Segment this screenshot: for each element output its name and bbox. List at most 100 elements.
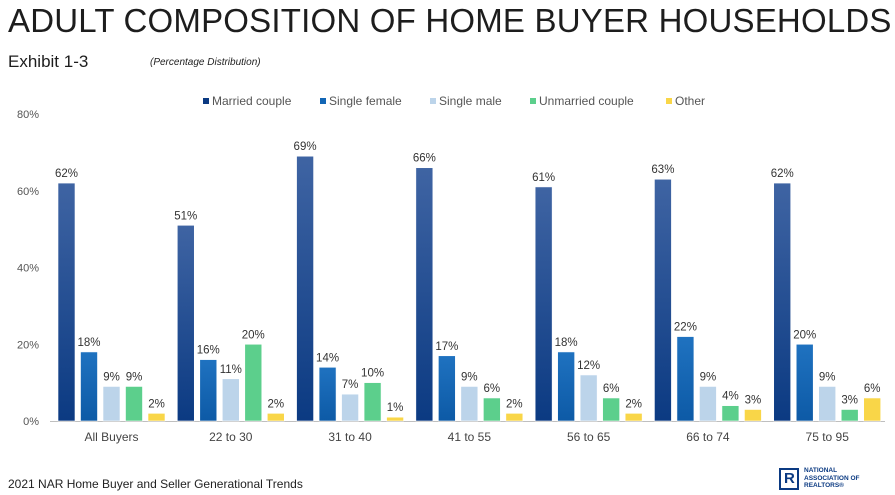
bar-unmarried-couple-22-to-30 [244,343,263,422]
x-tick-label: 66 to 74 [686,430,730,444]
bar-unmarried-couple-all-buyers [125,386,143,422]
data-label: 62% [55,168,78,180]
data-label: 4% [722,391,739,403]
data-label: 6% [603,383,620,395]
y-tick-label: 20% [17,339,39,351]
data-label: 9% [126,371,143,383]
bar-other-75-to-95 [863,397,882,422]
data-label: 18% [555,337,578,349]
bar-other-all-buyers [147,413,166,422]
bar-married-couple-31-to-40 [296,155,314,422]
x-axis: All Buyers 22 to 30 31 to 40 41 to 55 56 to … [84,430,849,444]
bar-unmarried-couple-41-to-55 [483,397,501,422]
data-label: 66% [413,153,436,165]
bar-married-couple-66-to-74 [654,178,672,422]
bar-other-66-to-74 [744,409,762,422]
bar-other-31-to-40 [386,416,404,422]
data-label: 69% [294,141,317,153]
data-label: 1% [387,402,404,414]
data-label: 3% [841,394,858,406]
bar-single-female-41-to-55 [438,355,456,422]
page-title: ADULT COMPOSITION OF HOME BUYER HOUSEHOL… [8,2,892,39]
data-label: 7% [342,379,359,391]
bar-other-41-to-55 [505,413,524,422]
legend-swatch-single-female [320,98,326,104]
legend-swatch-other [666,98,672,104]
data-label: 12% [577,360,600,372]
data-label: 10% [361,368,384,380]
bar-single-male-31-to-40 [341,393,359,422]
realtor-logo-icon: R [779,468,799,490]
data-label: 2% [148,398,165,410]
data-label: 16% [197,345,220,357]
bar-unmarried-couple-31-to-40 [363,382,382,422]
logo-text: NATIONAL ASSOCIATION OF REALTORS® [804,467,860,489]
data-label: 18% [77,337,100,349]
x-tick-label: 56 to 65 [567,430,611,444]
y-tick-label: 0% [23,416,39,428]
x-tick-label: 22 to 30 [209,430,253,444]
x-tick-label: 75 to 95 [806,430,850,444]
bar-single-male-66-to-74 [699,386,717,422]
y-axis: 0% 20% 40% 60% 80% [17,109,885,428]
y-tick-label: 60% [17,186,39,198]
data-label: 9% [461,371,478,383]
data-label: 6% [864,383,881,395]
legend-label-unmarried-couple: Unmarried couple [539,94,634,108]
data-label: 51% [174,210,197,222]
data-label: 63% [651,164,674,176]
data-label: 6% [484,383,501,395]
data-label: 22% [674,322,697,334]
bar-unmarried-couple-66-to-74 [721,405,740,422]
data-label: 9% [103,371,120,383]
bar-single-female-66-to-74 [676,336,695,422]
legend-label-other: Other [675,94,705,108]
data-label: 17% [435,341,458,353]
data-label: 11% [220,364,242,376]
y-tick-label: 80% [17,109,39,121]
legend-label-single-male: Single male [439,94,502,108]
bar-single-female-31-to-40 [318,366,337,422]
bar-married-couple-75-to-95 [773,182,792,422]
bar-single-female-75-to-95 [795,343,814,422]
bar-chart: Married couple Single female Single male Un… [17,94,885,444]
legend-label-married-couple: Married couple [212,94,292,108]
bar-unmarried-couple-56-to-65 [602,397,620,422]
data-label: 61% [532,172,555,184]
bar-unmarried-couple-75-to-95 [840,409,859,422]
data-label: 2% [267,398,284,410]
data-label: 3% [745,394,762,406]
bars: 62% 18% 9% 9% 2% 51% 16%11% 20% 2% 69% 14% 7%10% 1% 6… [55,141,882,422]
bar-married-couple-22-to-30 [176,224,195,422]
legend-swatch-single-male [430,98,436,104]
legend-label-single-female: Single female [329,94,402,108]
data-label: 2% [506,398,523,410]
x-tick-label: All Buyers [84,430,138,444]
bar-single-female-all-buyers [80,351,98,422]
bar-single-male-all-buyers [102,386,121,422]
data-label: 20% [242,329,265,341]
chart-legend: Married couple Single female Single male Un… [203,94,705,108]
bar-single-male-41-to-55 [460,386,479,422]
bar-single-male-75-to-95 [818,386,837,422]
bar-single-female-56-to-65 [557,351,575,422]
exhibit-label: Exhibit 1-3 [8,52,89,71]
x-tick-label: 31 to 40 [328,430,372,444]
data-label: 2% [625,398,642,410]
data-label: 20% [793,329,816,341]
bar-other-22-to-30 [266,413,285,422]
bar-other-56-to-65 [624,413,643,422]
data-label: 62% [771,168,794,180]
bar-married-couple-56-to-65 [534,186,553,422]
x-tick-label: 41 to 55 [448,430,492,444]
y-tick-label: 40% [17,263,39,275]
bar-single-male-56-to-65 [579,374,598,422]
data-label: 9% [819,371,836,383]
data-label: 9% [700,371,717,383]
legend-swatch-married-couple [203,98,209,104]
source-footer: 2021 NAR Home Buyer and Seller Generatio… [8,477,303,491]
data-label: 14% [316,352,339,364]
bar-married-couple-all-buyers [57,182,76,422]
bar-single-male-22-to-30 [221,378,240,422]
chart-subtitle: (Percentage Distribution) [150,57,261,68]
